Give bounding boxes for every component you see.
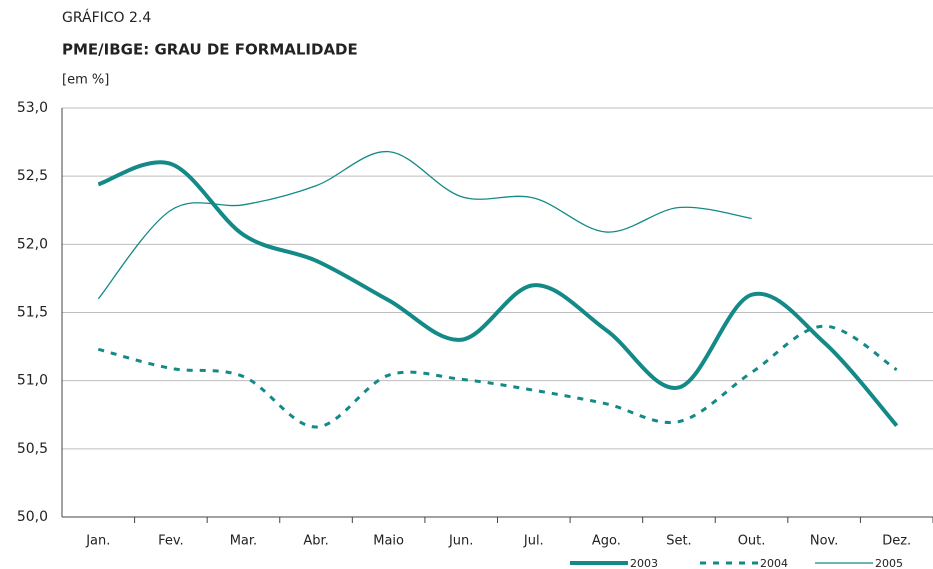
x-tick-label: Jan. (85, 534, 110, 549)
legend-label: 2005 (875, 557, 903, 569)
y-tick-label: 51,0 (17, 373, 48, 389)
y-tick-label: 53,0 (17, 100, 48, 116)
y-tick-label: 52,0 (17, 236, 48, 252)
x-tick-label: Out. (738, 534, 766, 549)
x-tick-label: Set. (666, 534, 691, 549)
chart-title: PME/IBGE: GRAU DE FORMALIDADE (62, 41, 358, 59)
x-tick-label: Nov. (810, 534, 839, 549)
y-tick-label: 52,5 (17, 168, 48, 184)
x-tick-label: Jun. (448, 534, 473, 549)
series-line (97, 324, 898, 429)
legend-label: 2004 (760, 557, 788, 569)
chart-kicker: GRÁFICO 2.4 (62, 9, 151, 26)
series-line (97, 150, 752, 300)
x-tick-label: Jul. (523, 534, 544, 549)
x-tick-label: Dez. (882, 534, 911, 549)
y-tick-label: 51,5 (17, 305, 48, 321)
chart-subtitle: [em %] (62, 73, 109, 88)
x-tick-label: Abr. (303, 534, 328, 549)
series-line (97, 160, 899, 427)
x-tick-label: Fev. (158, 534, 184, 549)
y-tick-label: 50,0 (17, 509, 48, 525)
legend-label: 2003 (630, 557, 658, 569)
x-tick-label: Ago. (592, 534, 621, 549)
x-tick-label: Mar. (230, 534, 257, 549)
y-tick-label: 50,5 (17, 441, 48, 457)
x-tick-label: Maio (373, 534, 404, 549)
